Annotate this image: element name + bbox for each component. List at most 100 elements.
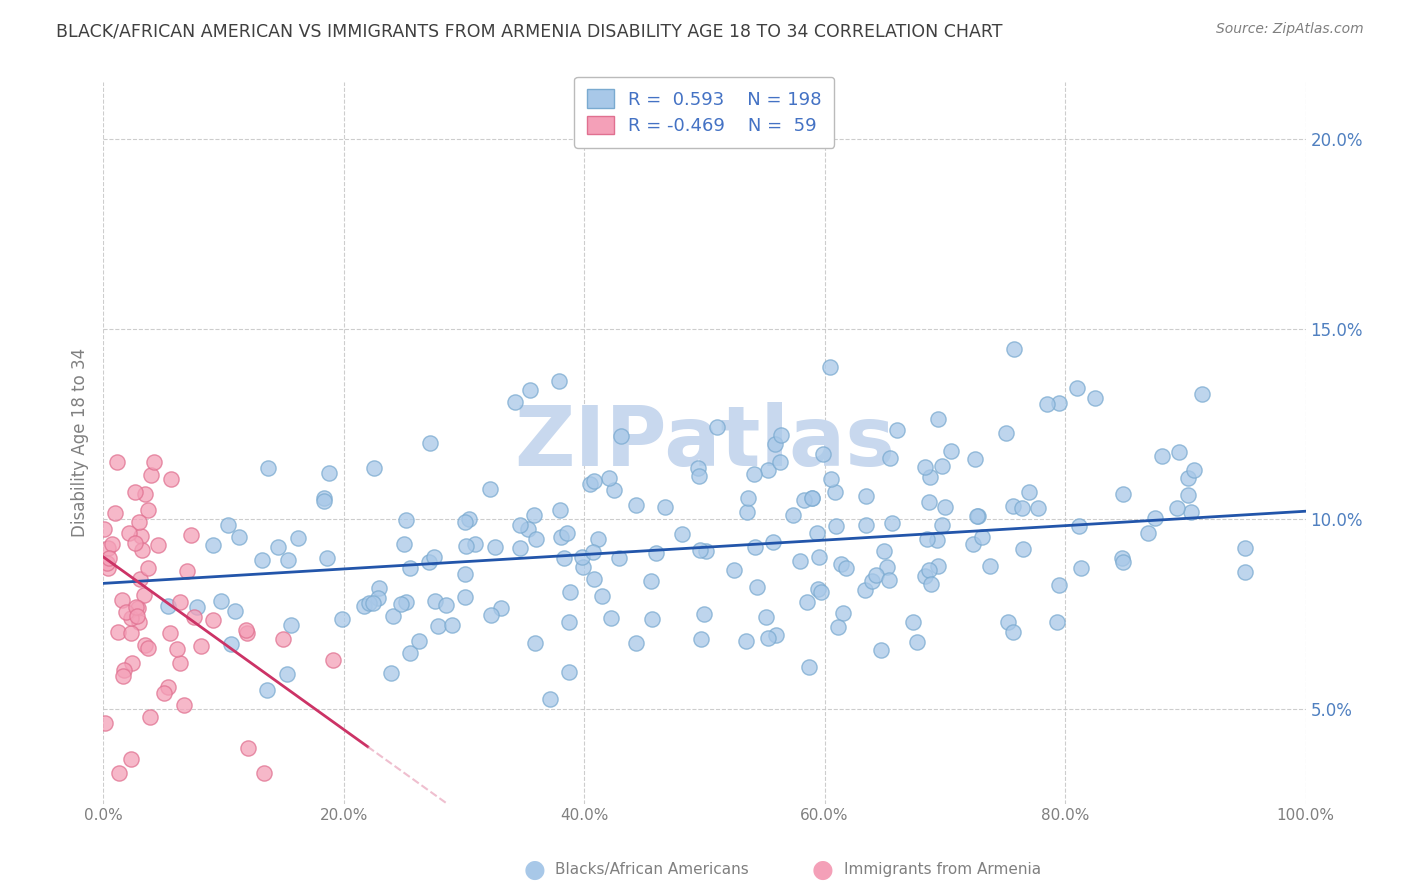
Point [454,590,477,604]
Point [1067,519,1090,533]
Point [394,595,416,609]
Text: Immigrants from Armenia: Immigrants from Armenia [844,863,1040,877]
Point [591,589,613,603]
Point [813,447,835,461]
Point [124,485,146,500]
Point [927,533,949,547]
Point [1036,397,1059,411]
Point [236,626,259,640]
Text: ●: ● [811,858,834,881]
Point [368,581,391,595]
Point [1084,391,1107,405]
Point [398,646,420,660]
Point [695,544,717,558]
Point [1180,506,1202,520]
Point [582,474,605,488]
Point [641,612,664,626]
Point [588,533,610,547]
Point [273,632,295,646]
Point [920,576,942,591]
Point [1233,541,1256,556]
Point [797,660,820,674]
Point [818,360,841,375]
Point [1066,381,1088,395]
Point [765,628,787,642]
Point [120,626,142,640]
Point [807,582,830,596]
Point [228,530,250,544]
Point [918,563,941,577]
Point [363,597,385,611]
Point [782,508,804,522]
Point [793,492,815,507]
Point [434,598,457,612]
Point [758,631,780,645]
Point [134,486,156,500]
Text: ZIPatlas: ZIPatlas [513,402,894,483]
Point [129,572,152,586]
Legend: R =  0.593    N = 198, R = -0.469    N =  59: R = 0.593 N = 198, R = -0.469 N = 59 [574,77,835,148]
Point [440,618,463,632]
Point [277,552,299,566]
Point [979,558,1001,573]
Point [236,741,259,756]
Point [1191,386,1213,401]
Point [353,599,375,614]
Point [742,467,765,481]
Point [755,610,778,624]
Point [395,513,418,527]
Point [408,634,430,648]
Point [1047,577,1070,591]
Point [120,751,142,765]
Point [524,532,547,546]
Point [966,508,988,523]
Point [136,561,159,575]
Point [322,653,344,667]
Point [939,444,962,458]
Point [124,536,146,550]
Point [962,537,984,551]
Point [392,537,415,551]
Point [156,599,179,613]
Point [509,541,531,555]
Point [578,476,600,491]
Point [583,572,606,586]
Point [97,551,120,566]
Point [253,765,276,780]
Point [1070,560,1092,574]
Point [93,522,115,536]
Point [250,553,273,567]
Point [180,528,202,542]
Point [626,498,648,512]
Point [640,574,662,588]
Point [419,435,441,450]
Point [1111,487,1133,501]
Point [454,566,477,581]
Point [769,427,792,442]
Point [1047,396,1070,410]
Point [312,493,335,508]
Text: Source: ZipAtlas.com: Source: ZipAtlas.com [1216,22,1364,37]
Point [800,491,823,505]
Point [121,657,143,671]
Text: Blacks/African Americans: Blacks/African Americans [555,863,749,877]
Point [550,530,572,544]
Point [136,640,159,655]
Point [558,615,581,630]
Point [756,463,779,477]
Point [312,491,335,506]
Point [217,518,239,533]
Point [209,594,232,608]
Point [143,455,166,469]
Point [457,512,479,526]
Point [689,632,711,646]
Point [257,460,280,475]
Point [318,466,340,480]
Point [266,540,288,554]
Point [489,600,512,615]
Point [111,669,134,683]
Point [806,525,828,540]
Point [1166,500,1188,515]
Point [555,525,578,540]
Point [610,429,633,443]
